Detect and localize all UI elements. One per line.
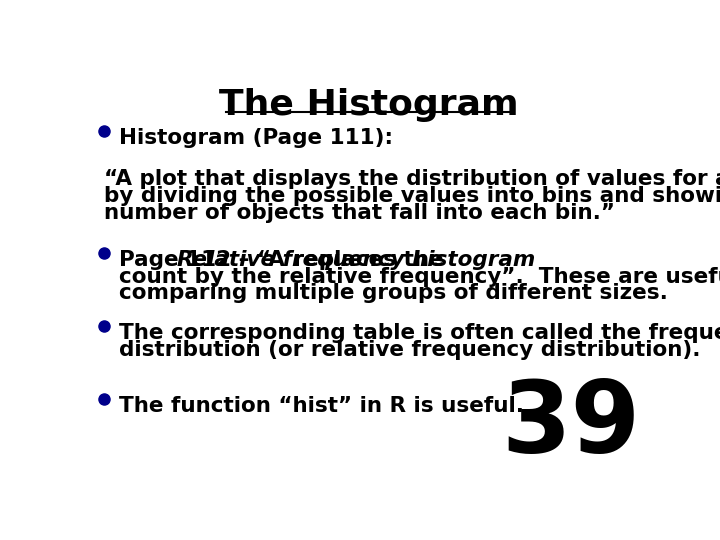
Text: The corresponding table is often called the frequency: The corresponding table is often called … bbox=[120, 323, 720, 343]
Text: Histogram (Page 111):: Histogram (Page 111): bbox=[120, 128, 393, 148]
Text: 39: 39 bbox=[501, 377, 640, 475]
Text: count by the relative frequency”.  These are useful for: count by the relative frequency”. These … bbox=[120, 267, 720, 287]
Text: Page 112 – “A: Page 112 – “A bbox=[120, 249, 293, 269]
Text: The function “hist” in R is useful.: The function “hist” in R is useful. bbox=[120, 396, 524, 416]
Text: “A plot that displays the distribution of values for attributes: “A plot that displays the distribution o… bbox=[104, 168, 720, 189]
Text: number of objects that fall into each bin.”: number of objects that fall into each bi… bbox=[104, 202, 615, 222]
Text: distribution (or relative frequency distribution).: distribution (or relative frequency dist… bbox=[120, 340, 701, 360]
Text: The Histogram: The Histogram bbox=[219, 88, 519, 122]
Text: by dividing the possible values into bins and showing the: by dividing the possible values into bin… bbox=[104, 186, 720, 206]
Text: Relative frequency histogram: Relative frequency histogram bbox=[177, 249, 536, 269]
Text: replaces the: replaces the bbox=[286, 249, 444, 269]
Text: comparing multiple groups of different sizes.: comparing multiple groups of different s… bbox=[120, 284, 668, 303]
